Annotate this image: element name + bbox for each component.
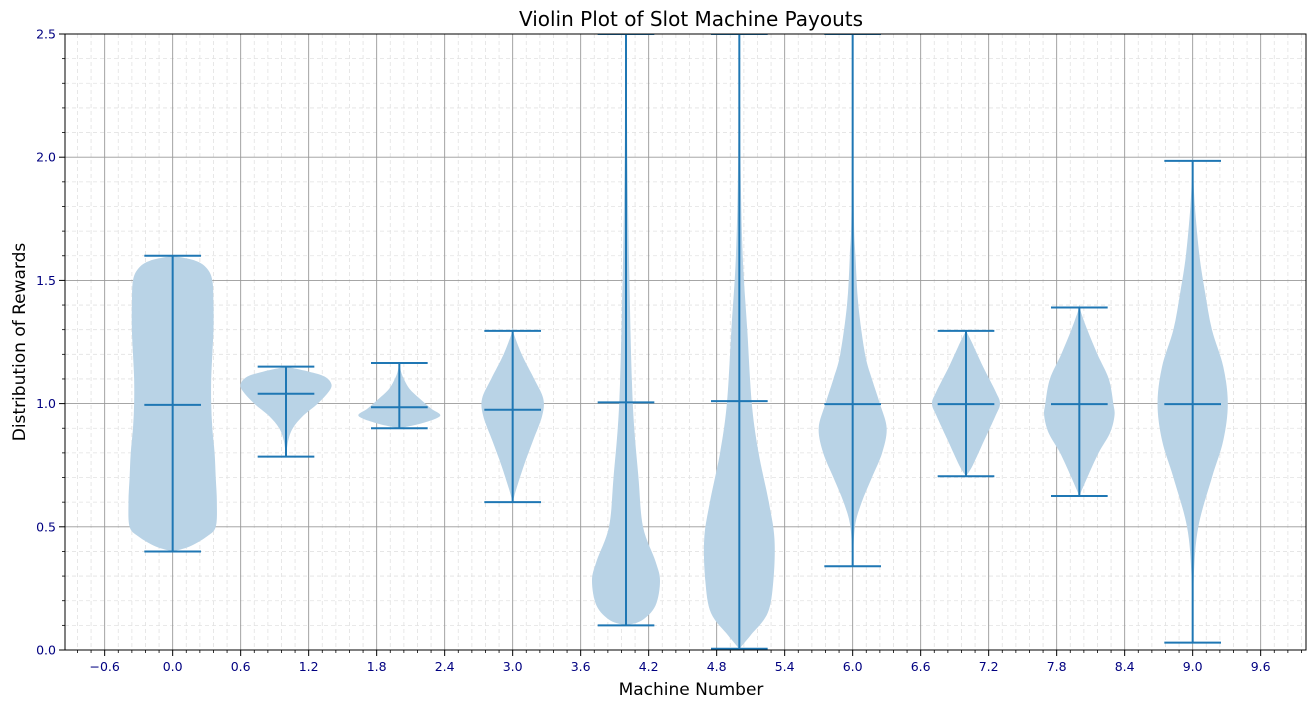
y-tick-labels: 0.0 0.5 1.0 1.5 2.0 2.5 — [36, 27, 56, 658]
x-tick-labels: −0.6 0.0 0.6 1.2 1.8 2.4 3.0 3.6 4.2 4.8 5.4 6.0 6.6… — [89, 659, 1270, 674]
y-tick-label: 2.0 — [36, 150, 56, 165]
minor-grid — [65, 34, 1306, 650]
violin-8 — [1044, 304, 1115, 497]
y-tick-label: 0.0 — [36, 643, 56, 658]
x-tick-label: 0.6 — [231, 659, 251, 674]
violin-2 — [358, 361, 441, 430]
x-tick-label: 2.4 — [435, 659, 455, 674]
y-tick-label: 1.5 — [36, 273, 56, 288]
y-tick-label: 1.0 — [36, 396, 56, 411]
violin-3 — [481, 327, 544, 504]
violin-5 — [703, 34, 775, 650]
x-tick-label: −0.6 — [89, 659, 119, 674]
violin-4 — [592, 34, 660, 627]
major-grid — [65, 34, 1306, 650]
violin-7 — [932, 329, 1000, 478]
y-tick-label: 2.5 — [36, 27, 56, 42]
y-tick-label: 0.5 — [36, 519, 56, 534]
x-axis-label: Machine Number — [619, 680, 764, 700]
x-tick-label: 0.0 — [163, 659, 183, 674]
x-tick-label: 7.2 — [979, 659, 999, 674]
x-tick-label: 9.0 — [1183, 659, 1203, 674]
y-axis-label: Distribution of Rewards — [10, 243, 30, 442]
x-tick-label: 4.2 — [639, 659, 659, 674]
violin-1 — [240, 365, 332, 458]
axis-ticks — [59, 33, 1302, 656]
x-tick-label: 6.0 — [843, 659, 863, 674]
x-tick-label: 5.4 — [775, 659, 795, 674]
x-tick-label: 8.4 — [1115, 659, 1135, 674]
x-tick-label: 1.2 — [299, 659, 319, 674]
x-tick-label: 7.8 — [1047, 659, 1067, 674]
x-tick-label: 3.6 — [571, 659, 591, 674]
plot-frame — [64, 33, 1307, 651]
x-tick-label: 9.6 — [1251, 659, 1271, 674]
violin-6 — [818, 34, 887, 568]
violins — [128, 34, 1228, 650]
violin-9 — [1157, 155, 1228, 644]
chart-title: Violin Plot of Slot Machine Payouts — [519, 7, 863, 31]
x-tick-label: 3.0 — [503, 659, 523, 674]
x-tick-label: 6.6 — [911, 659, 931, 674]
x-tick-label: 4.8 — [707, 659, 727, 674]
violin-0 — [128, 254, 217, 553]
x-tick-label: 1.8 — [367, 659, 387, 674]
